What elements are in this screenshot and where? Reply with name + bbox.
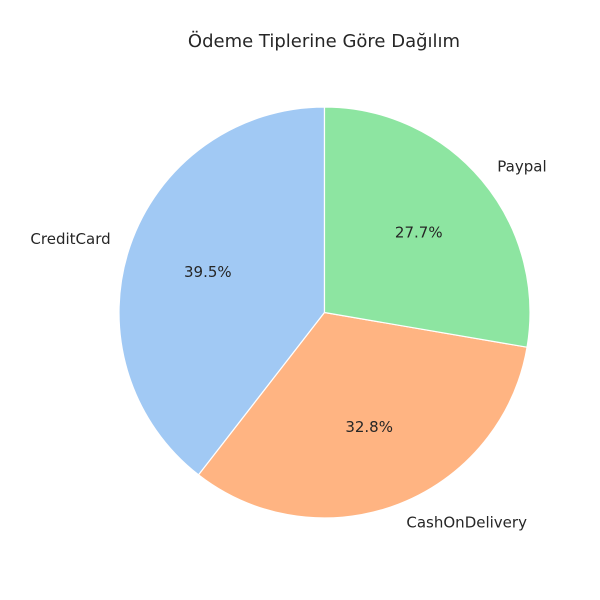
slice-percent-creditcard: 39.5%	[184, 263, 232, 281]
chart-title: Ödeme Tiplerine Göre Dağılım	[188, 30, 460, 52]
slice-label-cashondelivery: CashOnDelivery	[406, 514, 527, 532]
pie-slice-cashondelivery	[197, 311, 528, 519]
slice-label-paypal: Paypal	[497, 157, 546, 175]
slice-percent-cashondelivery: 32.8%	[345, 418, 393, 436]
slice-percent-paypal: 27.7%	[395, 224, 443, 242]
pie-slice-creditcard	[118, 106, 326, 476]
pie-wedges	[118, 106, 531, 519]
slice-label-creditcard: CreditCard	[30, 230, 110, 248]
pie-labels: CreditCard 39.5% CashOnDelivery 32.8% Paypal…	[30, 157, 546, 531]
pie-slice-paypal	[323, 106, 531, 348]
